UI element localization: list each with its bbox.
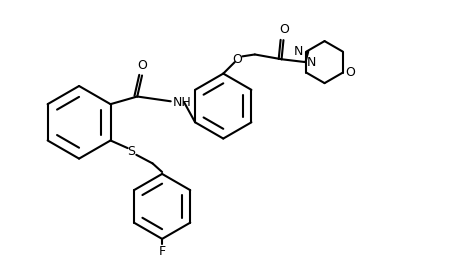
Text: N: N [294,45,304,58]
Text: O: O [346,66,355,79]
Text: O: O [137,59,147,72]
Text: NH: NH [173,96,191,109]
Text: N: N [306,56,316,69]
Text: O: O [280,23,289,36]
Text: F: F [158,245,166,258]
Text: S: S [128,146,135,158]
Text: O: O [233,53,243,66]
